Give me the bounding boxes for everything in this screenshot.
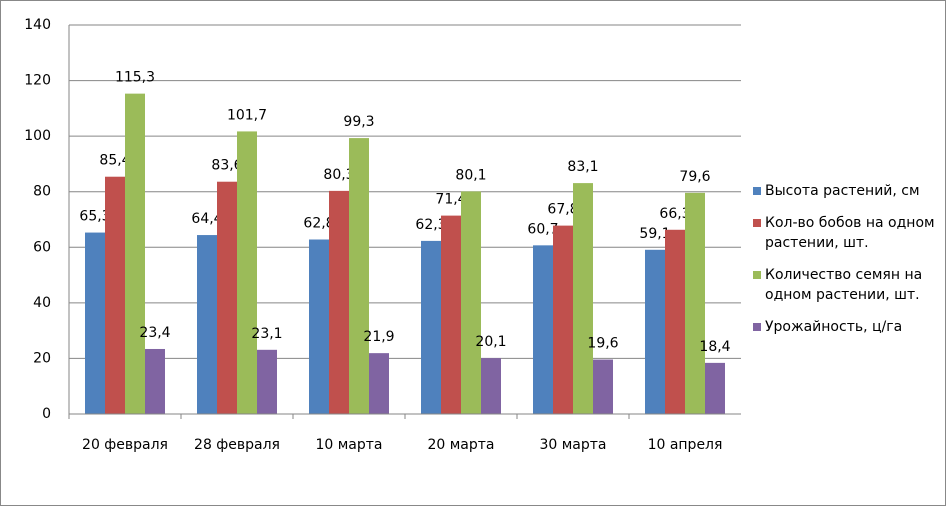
y-tick-label: 40	[33, 295, 51, 311]
data-label: 80,1	[455, 167, 486, 183]
bar	[329, 190, 349, 414]
y-tick-label: 120	[24, 73, 51, 89]
data-label: 60,7	[527, 221, 558, 237]
x-tick-label: 10 марта	[315, 437, 382, 453]
legend-label: Урожайность, ц/га	[765, 319, 903, 335]
data-label: 83,6	[211, 158, 242, 174]
bar	[553, 225, 573, 414]
bar	[257, 349, 277, 414]
data-label: 66,3	[659, 206, 690, 222]
bar	[665, 229, 685, 414]
data-label: 18,4	[699, 339, 730, 355]
bar	[237, 131, 257, 414]
data-label: 99,3	[343, 114, 374, 130]
x-tick-label: 30 марта	[539, 437, 606, 453]
data-label: 23,4	[139, 325, 170, 341]
data-label: 80,3	[323, 167, 354, 183]
x-tick-label: 10 апреля	[648, 437, 723, 453]
bar	[85, 232, 105, 414]
legend-swatch	[753, 219, 761, 227]
bar	[309, 239, 329, 414]
data-label: 62,3	[415, 217, 446, 233]
data-label: 101,7	[227, 107, 267, 123]
x-tick-label: 20 февраля	[82, 437, 168, 453]
legend-item: Кол-во бобов на одном растении, шт.	[753, 213, 938, 253]
y-tick-label: 100	[24, 128, 51, 144]
y-tick-label: 60	[33, 239, 51, 255]
legend: Высота растений, см Кол-во бобов на одном…	[753, 181, 938, 349]
data-label: 19,6	[587, 336, 618, 352]
legend-swatch	[753, 323, 761, 331]
legend-label: Количество семян на одном растении, шт.	[765, 267, 923, 303]
bar	[217, 181, 237, 414]
data-label: 67,8	[547, 202, 578, 218]
bar	[105, 176, 125, 414]
x-tick-label: 28 февраля	[194, 437, 280, 453]
data-label: 79,6	[679, 169, 710, 185]
bar	[441, 215, 461, 414]
data-label: 71,4	[435, 192, 466, 208]
y-tick-label: 140	[24, 17, 51, 33]
bar	[705, 362, 725, 414]
legend-swatch	[753, 187, 761, 195]
data-label: 64,4	[191, 211, 222, 227]
y-tick-label: 80	[33, 184, 51, 200]
bar	[685, 192, 705, 414]
bar	[533, 245, 553, 414]
bar	[349, 138, 369, 414]
legend-swatch	[753, 271, 761, 279]
x-tick-label: 20 марта	[427, 437, 494, 453]
legend-item: Количество семян на одном растении, шт.	[753, 265, 938, 305]
bar	[645, 249, 665, 414]
data-label: 65,3	[79, 209, 110, 225]
bar	[369, 353, 389, 414]
bar	[421, 240, 441, 414]
data-label: 21,9	[363, 329, 394, 345]
bar	[145, 348, 165, 414]
y-tick-label: 20	[33, 350, 51, 366]
data-label: 59,1	[639, 226, 670, 242]
data-label: 62,8	[303, 216, 334, 232]
bar	[573, 183, 593, 414]
bar	[593, 359, 613, 414]
data-label: 83,1	[567, 159, 598, 175]
data-label: 85,4	[99, 153, 130, 169]
legend-item: Высота растений, см	[753, 181, 938, 201]
bar	[197, 235, 217, 414]
legend-item: Урожайность, ц/га	[753, 317, 938, 337]
legend-label: Кол-во бобов на одном растении, шт.	[765, 215, 935, 251]
data-label: 23,1	[251, 326, 282, 342]
y-tick-label: 0	[42, 406, 51, 422]
bar	[125, 93, 145, 415]
bar	[461, 191, 481, 414]
bar	[481, 358, 501, 414]
legend-label: Высота растений, см	[765, 183, 920, 199]
data-label: 115,3	[115, 70, 155, 86]
data-label: 20,1	[475, 334, 506, 350]
